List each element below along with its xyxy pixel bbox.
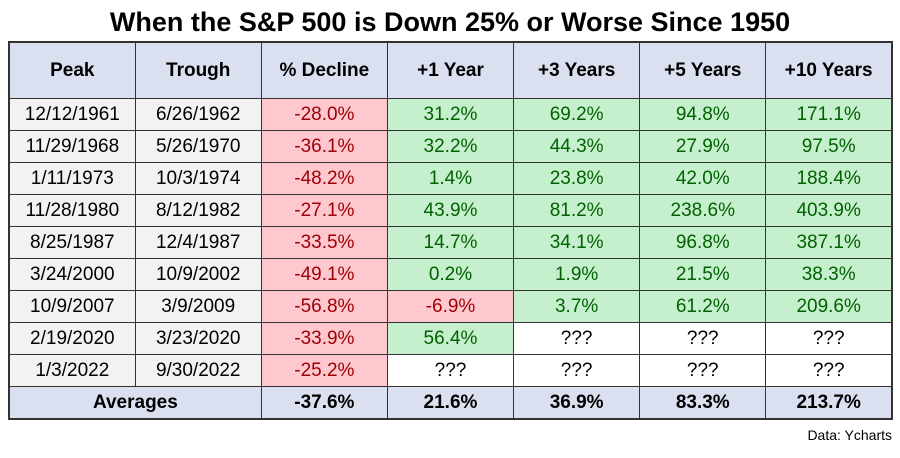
peak-date-cell: 8/25/1987 <box>8 226 136 259</box>
return-cell: 32.2% <box>386 130 515 163</box>
return-cell: 27.9% <box>639 130 767 163</box>
table-row: 11/29/1968 5/26/1970 -36.1% 32.2% 44.3% 27.9%… <box>8 130 893 163</box>
source-note: Data: Ycharts <box>807 427 892 443</box>
return-cell: 43.9% <box>386 194 515 227</box>
decline-cell: -56.8% <box>260 290 388 323</box>
return-cell: -6.9% <box>386 290 515 323</box>
return-cell: 69.2% <box>513 98 641 131</box>
table-row: 8/25/1987 12/4/1987 -33.5% 14.7% 34.1% 96.8% 3… <box>8 226 893 259</box>
sp500-drawdown-table: Peak Trough% Decline +1 Year +3 Years +5 Yea… <box>8 41 893 420</box>
trough-date-cell: 10/9/2002 <box>134 258 262 291</box>
return-cell: 94.8% <box>639 98 767 131</box>
table-header: Peak Trough% Decline +1 Year +3 Years +5 Yea… <box>8 41 893 99</box>
table-row: 1/3/2022 9/30/2022 -25.2%???????????? <box>8 354 893 387</box>
averages-row: Averages -37.6% 21.6% 36.9% 83.3% 213.7% <box>8 386 893 420</box>
trough-date-cell: 8/12/1982 <box>134 194 262 227</box>
trough-date-cell: 3/9/2009 <box>134 290 262 323</box>
peak-date-cell: 12/12/1961 <box>8 98 136 131</box>
decline-cell: -28.0% <box>260 98 388 131</box>
return-cell: 238.6% <box>639 194 767 227</box>
decline-cell: -33.5% <box>260 226 388 259</box>
trough-date-cell: 10/3/1974 <box>134 162 262 195</box>
return-cell: ??? <box>765 354 893 387</box>
header-cell-trough: Trough <box>134 41 262 99</box>
return-cell: 403.9% <box>765 194 893 227</box>
return-cell: 0.2% <box>386 258 515 291</box>
table-row: 2/19/2020 3/23/2020 -33.9% 56.4%????????? <box>8 322 893 355</box>
return-cell: 61.2% <box>639 290 767 323</box>
return-cell: ??? <box>386 354 515 387</box>
peak-date-cell: 11/28/1980 <box>8 194 136 227</box>
return-cell: 42.0% <box>639 162 767 195</box>
return-cell: 3.7% <box>513 290 641 323</box>
decline-cell: -36.1% <box>260 130 388 163</box>
table-row: 11/28/1980 8/12/1982 -27.1% 43.9% 81.2% 238.6… <box>8 194 893 227</box>
return-cell: 23.8% <box>513 162 641 195</box>
table-row: 1/11/1973 10/3/1974 -48.2% 1.4% 23.8% 42.0% 18… <box>8 162 893 195</box>
peak-date-cell: 11/29/1968 <box>8 130 136 163</box>
averages-value-cell: 83.3% <box>639 386 767 420</box>
table-body: 12/12/1961 6/26/1962 -28.0% 31.2% 69.2% 94.8%… <box>8 98 893 420</box>
decline-cell: -48.2% <box>260 162 388 195</box>
return-cell: 171.1% <box>765 98 893 131</box>
decline-cell: -49.1% <box>260 258 388 291</box>
decline-cell: -33.9% <box>260 322 388 355</box>
peak-date-cell: 1/11/1973 <box>8 162 136 195</box>
trough-date-cell: 5/26/1970 <box>134 130 262 163</box>
header-cell-10-years: +10 Years <box>765 41 893 99</box>
return-cell: 188.4% <box>765 162 893 195</box>
return-cell: 44.3% <box>513 130 641 163</box>
return-cell: 38.3% <box>765 258 893 291</box>
return-cell: 34.1% <box>513 226 641 259</box>
header-cell-1-year: +1 Year <box>386 41 515 99</box>
return-cell: ??? <box>513 354 641 387</box>
header-cell-5-years: +5 Years <box>639 41 767 99</box>
return-cell: ??? <box>639 354 767 387</box>
peak-date-cell: 1/3/2022 <box>8 354 136 387</box>
trough-date-cell: 3/23/2020 <box>134 322 262 355</box>
table-row: 3/24/2000 10/9/2002 -49.1% 0.2% 1.9% 21.5% 38.… <box>8 258 893 291</box>
return-cell: 21.5% <box>639 258 767 291</box>
chart-title: When the S&P 500 is Down 25% or Worse Si… <box>109 7 791 37</box>
table-row: 12/12/1961 6/26/1962 -28.0% 31.2% 69.2% 94.8%… <box>8 98 893 131</box>
return-cell: 387.1% <box>765 226 893 259</box>
table-row: 10/9/2007 3/9/2009 -56.8% -6.9% 3.7% 61.2% 209… <box>8 290 893 323</box>
averages-value-cell: 36.9% <box>513 386 641 420</box>
header-cell-decline: % Decline <box>260 41 388 99</box>
trough-date-cell: 6/26/1962 <box>134 98 262 131</box>
header-cell-3-years: +3 Years <box>513 41 641 99</box>
return-cell: ??? <box>639 322 767 355</box>
return-cell: 56.4% <box>386 322 515 355</box>
averages-value-cell: 21.6% <box>386 386 515 420</box>
averages-value-cell: 213.7% <box>765 386 893 420</box>
return-cell: 81.2% <box>513 194 641 227</box>
return-cell: 1.9% <box>513 258 641 291</box>
averages-label-cell: Averages <box>8 386 262 420</box>
peak-date-cell: 2/19/2020 <box>8 322 136 355</box>
return-cell: 31.2% <box>386 98 515 131</box>
trough-date-cell: 9/30/2022 <box>134 354 262 387</box>
return-cell: 1.4% <box>386 162 515 195</box>
header-row: Peak Trough% Decline +1 Year +3 Years +5 Yea… <box>8 41 893 99</box>
averages-decline-cell: -37.6% <box>260 386 388 420</box>
header-cell-peak: Peak <box>8 41 136 99</box>
return-cell: 96.8% <box>639 226 767 259</box>
decline-cell: -27.1% <box>260 194 388 227</box>
return-cell: ??? <box>765 322 893 355</box>
return-cell: 209.6% <box>765 290 893 323</box>
peak-date-cell: 3/24/2000 <box>8 258 136 291</box>
decline-cell: -25.2% <box>260 354 388 387</box>
peak-date-cell: 10/9/2007 <box>8 290 136 323</box>
trough-date-cell: 12/4/1987 <box>134 226 262 259</box>
return-cell: 97.5% <box>765 130 893 163</box>
return-cell: 14.7% <box>386 226 515 259</box>
return-cell: ??? <box>513 322 641 355</box>
